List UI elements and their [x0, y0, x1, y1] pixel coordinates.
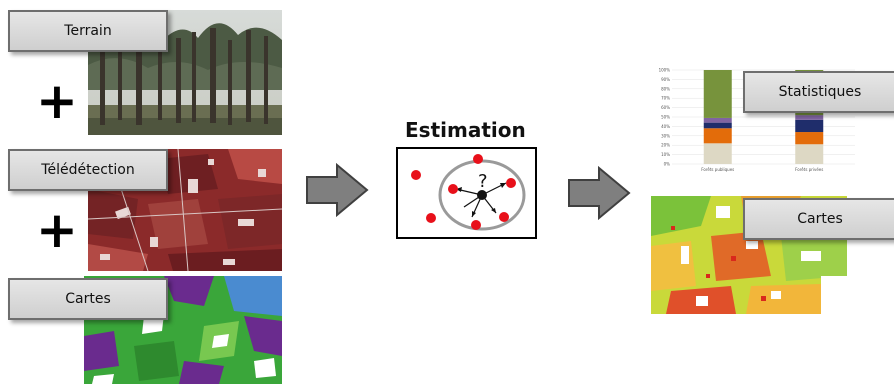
estimation-box: ? [396, 147, 537, 239]
cartes-output-label: Cartes [743, 198, 894, 240]
y-tick-label: 0% [664, 162, 671, 167]
x-category-label: Forêts privées [795, 167, 823, 172]
y-tick-label: 100% [659, 68, 671, 73]
sample-point [471, 220, 481, 230]
x-category-label: Forêts publiques [701, 167, 734, 172]
input-map-photo [84, 276, 282, 384]
plus-sign-1: + [36, 72, 78, 130]
bar-segment [795, 132, 824, 145]
sample-point [411, 170, 421, 180]
sample-point [499, 212, 509, 222]
y-tick-label: 10% [661, 152, 670, 157]
bar-segment [703, 117, 732, 123]
terrain-photo [88, 10, 282, 135]
cartes-input-label: Cartes [8, 278, 168, 320]
arrow-right-icon-1 [306, 163, 369, 217]
y-tick-label: 20% [661, 143, 670, 148]
bar-segment [703, 128, 732, 144]
arrow-right-icon-2 [568, 166, 631, 220]
bar-segment [795, 115, 824, 120]
terrain-label: Terrain [8, 10, 168, 52]
terrain-forest-image [88, 10, 282, 135]
bar-segment [703, 70, 732, 118]
bar-segment [703, 143, 732, 164]
teledetection-label: Télédétection [8, 149, 168, 191]
estimation-diagram: ? [411, 154, 526, 231]
sample-point [448, 184, 458, 194]
y-tick-label: 80% [661, 86, 670, 91]
bar-segment [795, 119, 824, 133]
y-tick-label: 60% [661, 105, 670, 110]
y-tick-label: 70% [661, 96, 670, 101]
sample-point [506, 178, 516, 188]
plus-sign-2: + [36, 201, 78, 259]
y-tick-label: 30% [661, 133, 670, 138]
sample-point [473, 154, 483, 164]
y-tick-label: 90% [661, 77, 670, 82]
input-map-image [84, 276, 282, 384]
sample-point [426, 213, 436, 223]
y-tick-label: 40% [661, 124, 670, 129]
bar-segment [703, 122, 732, 129]
estimation-title: Estimation [405, 118, 526, 142]
statistiques-label: Statistiques [743, 71, 894, 113]
question-mark: ? [478, 171, 488, 192]
y-tick-label: 50% [661, 115, 670, 120]
bar-segment [795, 144, 824, 164]
